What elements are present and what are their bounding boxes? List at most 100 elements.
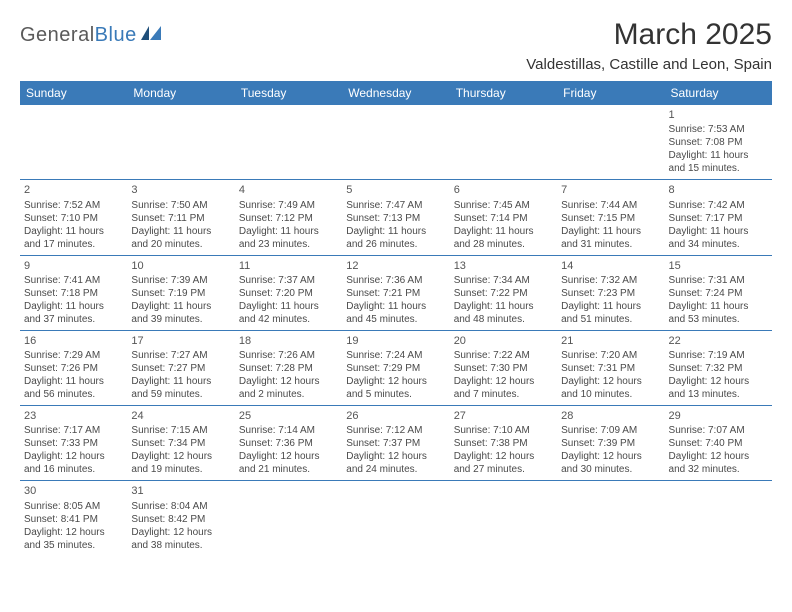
day-info-line: and 56 minutes. xyxy=(24,388,123,401)
day-info-line: Sunset: 7:24 PM xyxy=(669,287,768,300)
day-info-line: Sunrise: 7:49 AM xyxy=(239,199,338,212)
day-info-line: Daylight: 11 hours xyxy=(346,225,445,238)
empty-cell xyxy=(450,105,557,179)
day-info-line: Sunrise: 7:32 AM xyxy=(561,274,660,287)
day-info-line: and 24 minutes. xyxy=(346,463,445,476)
weekday-header: Sunday xyxy=(20,81,127,105)
weekday-header: Saturday xyxy=(665,81,772,105)
weekday-header: Thursday xyxy=(450,81,557,105)
day-number: 31 xyxy=(131,484,230,498)
day-cell: 5Sunrise: 7:47 AMSunset: 7:13 PMDaylight… xyxy=(342,180,449,254)
day-cell: 24Sunrise: 7:15 AMSunset: 7:34 PMDayligh… xyxy=(127,406,234,480)
day-cell: 22Sunrise: 7:19 AMSunset: 7:32 PMDayligh… xyxy=(665,331,772,405)
day-number: 12 xyxy=(346,259,445,273)
day-number: 9 xyxy=(24,259,123,273)
day-cell: 2Sunrise: 7:52 AMSunset: 7:10 PMDaylight… xyxy=(20,180,127,254)
day-info-line: and 16 minutes. xyxy=(24,463,123,476)
day-info-line: Daylight: 12 hours xyxy=(561,375,660,388)
day-number: 2 xyxy=(24,183,123,197)
day-info-line: Daylight: 11 hours xyxy=(24,225,123,238)
day-number: 27 xyxy=(454,409,553,423)
day-info-line: Sunset: 7:23 PM xyxy=(561,287,660,300)
weekday-header-row: SundayMondayTuesdayWednesdayThursdayFrid… xyxy=(20,81,772,105)
day-info-line: Sunrise: 7:41 AM xyxy=(24,274,123,287)
logo: GeneralBlue xyxy=(20,18,167,47)
day-number: 25 xyxy=(239,409,338,423)
weekday-header: Friday xyxy=(557,81,664,105)
empty-cell xyxy=(235,481,342,555)
day-info-line: Daylight: 11 hours xyxy=(346,300,445,313)
day-info-line: and 31 minutes. xyxy=(561,238,660,251)
day-info-line: Sunset: 7:12 PM xyxy=(239,212,338,225)
day-info-line: Sunrise: 7:39 AM xyxy=(131,274,230,287)
day-info-line: and 23 minutes. xyxy=(239,238,338,251)
day-info-line: Daylight: 12 hours xyxy=(239,450,338,463)
day-number: 15 xyxy=(669,259,768,273)
empty-cell xyxy=(20,105,127,179)
day-cell: 12Sunrise: 7:36 AMSunset: 7:21 PMDayligh… xyxy=(342,256,449,330)
day-number: 17 xyxy=(131,334,230,348)
day-cell: 27Sunrise: 7:10 AMSunset: 7:38 PMDayligh… xyxy=(450,406,557,480)
day-info-line: Sunset: 7:15 PM xyxy=(561,212,660,225)
week-row: 30 Sunrise: 8:05 AMSunset: 8:41 PMDayligh… xyxy=(20,481,772,555)
day-info-line: Sunset: 7:32 PM xyxy=(669,362,768,375)
day-cell: 8Sunrise: 7:42 AMSunset: 7:17 PMDaylight… xyxy=(665,180,772,254)
day-info-line: and 45 minutes. xyxy=(346,313,445,326)
day-info-line: Daylight: 11 hours xyxy=(131,225,230,238)
day-info-line: Sunset: 7:13 PM xyxy=(346,212,445,225)
day-cell: 29Sunrise: 7:07 AMSunset: 7:40 PMDayligh… xyxy=(665,406,772,480)
day-info-line: Sunset: 7:20 PM xyxy=(239,287,338,300)
day-info-line: Sunrise: 8:05 AM xyxy=(24,500,123,513)
day-info-line: Sunrise: 7:37 AM xyxy=(239,274,338,287)
weeks-container: 1Sunrise: 7:53 AMSunset: 7:08 PMDaylight… xyxy=(20,105,772,556)
location: Valdestillas, Castille and Leon, Spain xyxy=(526,56,772,73)
day-info-line: Sunset: 8:41 PM xyxy=(24,513,123,526)
page: GeneralBlue March 2025 Valdestillas, Cas… xyxy=(0,0,792,566)
day-info-line: Daylight: 11 hours xyxy=(24,375,123,388)
day-number: 18 xyxy=(239,334,338,348)
calendar: SundayMondayTuesdayWednesdayThursdayFrid… xyxy=(20,81,772,556)
day-info-line: Sunset: 8:42 PM xyxy=(131,513,230,526)
day-cell: 11Sunrise: 7:37 AMSunset: 7:20 PMDayligh… xyxy=(235,256,342,330)
day-info-line: Sunrise: 7:20 AM xyxy=(561,349,660,362)
empty-cell xyxy=(342,481,449,555)
week-row: 1Sunrise: 7:53 AMSunset: 7:08 PMDaylight… xyxy=(20,105,772,180)
day-info-line: Sunset: 7:40 PM xyxy=(669,437,768,450)
week-row: 16Sunrise: 7:29 AMSunset: 7:26 PMDayligh… xyxy=(20,331,772,406)
day-info-line: and 26 minutes. xyxy=(346,238,445,251)
day-info-line: Daylight: 11 hours xyxy=(239,225,338,238)
day-number: 13 xyxy=(454,259,553,273)
day-info-line: Sunrise: 7:29 AM xyxy=(24,349,123,362)
day-info-line: and 42 minutes. xyxy=(239,313,338,326)
day-info-line: Sunrise: 7:19 AM xyxy=(669,349,768,362)
day-number: 30 xyxy=(24,484,123,498)
day-cell: 9Sunrise: 7:41 AMSunset: 7:18 PMDaylight… xyxy=(20,256,127,330)
day-info-line: Daylight: 12 hours xyxy=(239,375,338,388)
empty-cell xyxy=(450,481,557,555)
day-info-line: Daylight: 11 hours xyxy=(669,149,768,162)
day-info-line: Sunrise: 7:09 AM xyxy=(561,424,660,437)
day-info-line: and 13 minutes. xyxy=(669,388,768,401)
day-info-line: Daylight: 12 hours xyxy=(669,450,768,463)
day-info-line: and 39 minutes. xyxy=(131,313,230,326)
day-cell: 10Sunrise: 7:39 AMSunset: 7:19 PMDayligh… xyxy=(127,256,234,330)
empty-cell xyxy=(342,105,449,179)
day-info-line: Daylight: 11 hours xyxy=(561,225,660,238)
day-number: 1 xyxy=(669,108,768,122)
day-info-line: Sunrise: 7:53 AM xyxy=(669,123,768,136)
empty-cell xyxy=(557,105,664,179)
weekday-header: Wednesday xyxy=(342,81,449,105)
day-info-line: and 17 minutes. xyxy=(24,238,123,251)
day-info-line: and 15 minutes. xyxy=(669,162,768,175)
day-cell: 30 Sunrise: 8:05 AMSunset: 8:41 PMDayligh… xyxy=(20,481,127,555)
title-block: March 2025 Valdestillas, Castille and Le… xyxy=(526,18,772,73)
logo-word-1: General xyxy=(20,24,95,46)
day-info-line: Daylight: 12 hours xyxy=(24,526,123,539)
day-info-line: and 59 minutes. xyxy=(131,388,230,401)
day-info-line: and 38 minutes. xyxy=(131,539,230,552)
day-cell: 4Sunrise: 7:49 AMSunset: 7:12 PMDaylight… xyxy=(235,180,342,254)
day-cell: 23Sunrise: 7:17 AMSunset: 7:33 PMDayligh… xyxy=(20,406,127,480)
day-info-line: Daylight: 12 hours xyxy=(131,450,230,463)
day-info-line: Sunrise: 7:34 AM xyxy=(454,274,553,287)
day-info-line: Daylight: 12 hours xyxy=(561,450,660,463)
